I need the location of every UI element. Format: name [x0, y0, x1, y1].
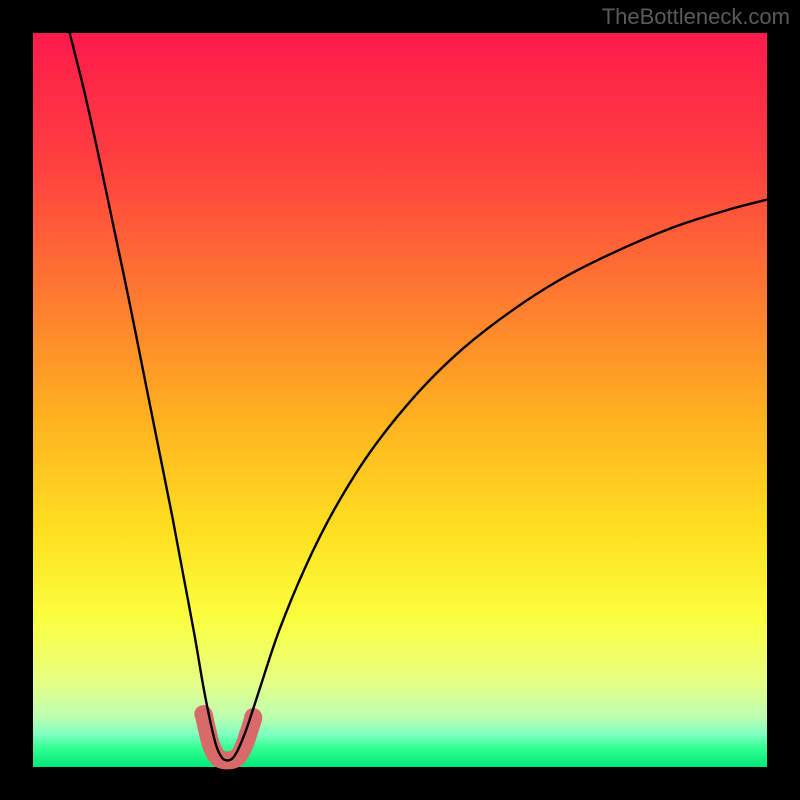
- plot-background: [33, 33, 767, 767]
- watermark-text: TheBottleneck.com: [602, 4, 790, 30]
- chart-container: TheBottleneck.com: [0, 0, 800, 800]
- bottleneck-curve-chart: [0, 0, 800, 800]
